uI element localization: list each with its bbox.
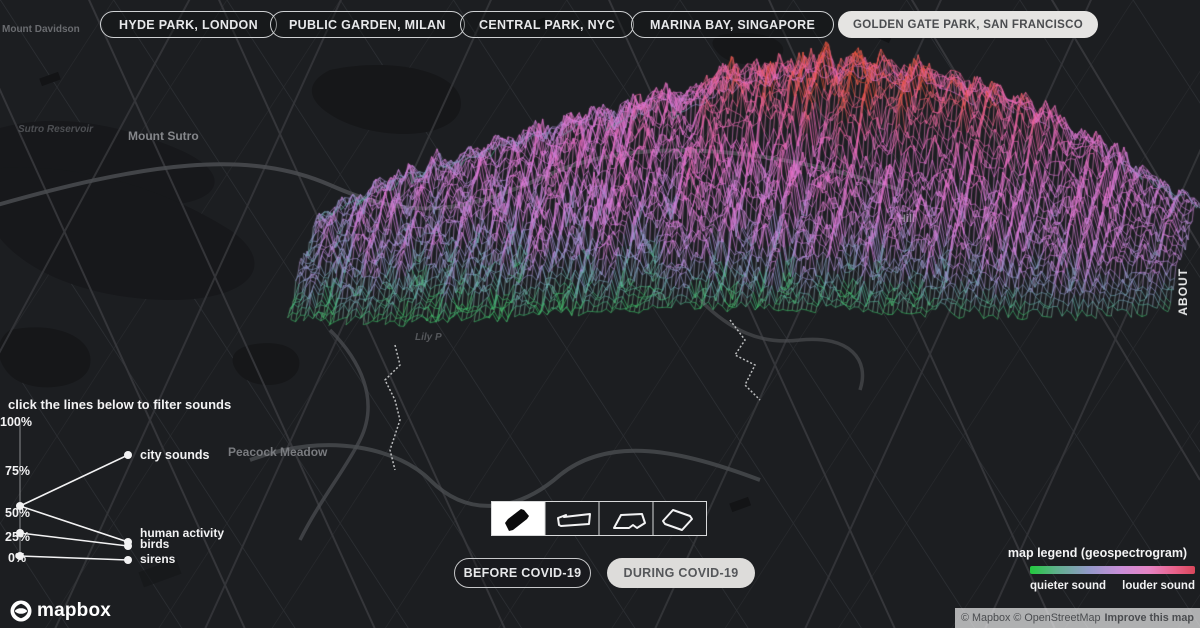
svg-text:75%: 75% (5, 464, 30, 478)
svg-text:click the lines below to filte: click the lines below to filter sounds (8, 397, 231, 412)
svg-text:birds: birds (140, 537, 170, 551)
svg-text:city sounds: city sounds (140, 448, 210, 462)
svg-text:sirens: sirens (140, 552, 176, 566)
svg-text:100%: 100% (0, 415, 32, 429)
